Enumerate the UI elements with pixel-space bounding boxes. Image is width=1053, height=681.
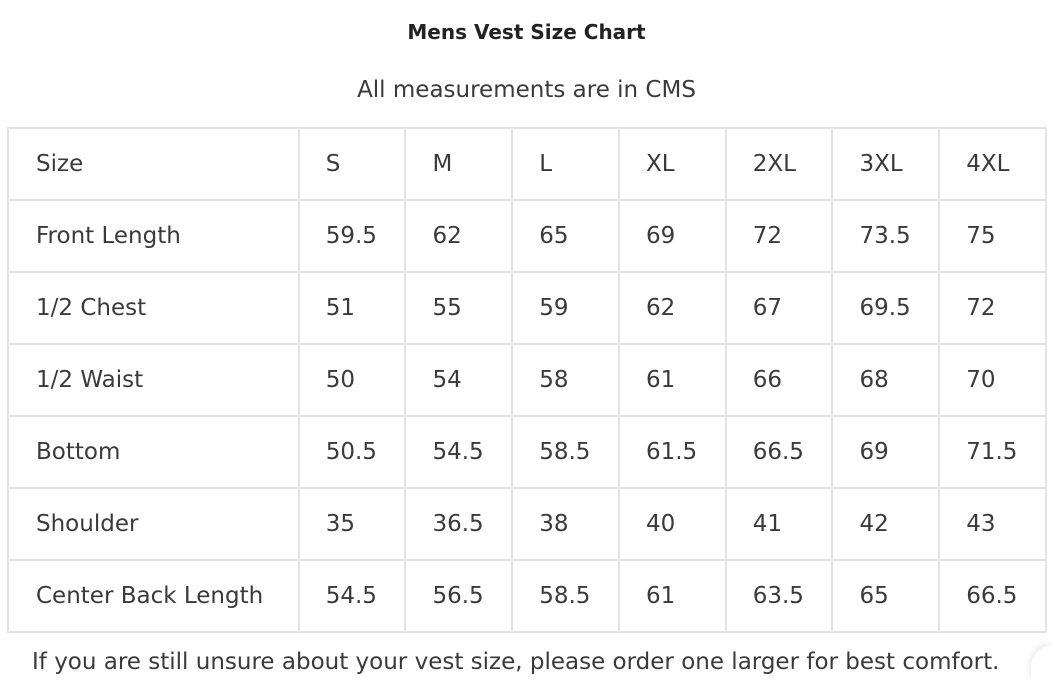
table-cell: 54.5 <box>297 559 407 633</box>
table-cell: 69 <box>831 415 941 489</box>
table-cell: 56.5 <box>404 559 514 633</box>
table-cell: 50.5 <box>297 415 407 489</box>
row-label-cell: Front Length <box>7 199 300 273</box>
table-cell: 55 <box>404 271 514 345</box>
table-cell: 61 <box>617 559 727 633</box>
row-label-cell: 1/2 Chest <box>7 271 300 345</box>
chat-widget-edge[interactable] <box>1031 645 1053 681</box>
table-cell: 71.5 <box>938 415 1047 489</box>
page-title: Mens Vest Size Chart <box>407 20 646 44</box>
table-cell: 72 <box>724 199 834 273</box>
table-cell: 54 <box>404 343 514 417</box>
table-cell: 41 <box>724 487 834 561</box>
row-label-cell: Bottom <box>7 415 300 489</box>
table-cell: 62 <box>404 199 514 273</box>
row-label-cell: Shoulder <box>7 487 300 561</box>
table-cell: XL <box>617 127 727 201</box>
table-cell: 61.5 <box>617 415 727 489</box>
table-row: 1/2 Chest 51 55 59 62 67 69.5 72 <box>7 271 1047 345</box>
row-label-cell: Center Back Length <box>7 559 300 633</box>
table-cell: 62 <box>617 271 727 345</box>
table-cell: 66.5 <box>724 415 834 489</box>
table-cell: 35 <box>297 487 407 561</box>
page-subtitle: All measurements are in CMS <box>357 77 696 103</box>
table-header-row: Size S M L XL 2XL 3XL 4XL <box>7 127 1047 201</box>
table-cell: 72 <box>938 271 1047 345</box>
table-cell: 69 <box>617 199 727 273</box>
row-label-cell: 1/2 Waist <box>7 343 300 417</box>
table-cell: 43 <box>938 487 1047 561</box>
table-row: 1/2 Waist 50 54 58 61 66 68 70 <box>7 343 1047 417</box>
table-cell: 58.5 <box>511 415 620 489</box>
table-cell: 3XL <box>831 127 941 201</box>
table-cell: 58 <box>511 343 620 417</box>
size-chart-table: Size S M L XL 2XL 3XL 4XL Front Length 59.5 62 65 69… <box>7 127 1047 633</box>
table-cell: 65 <box>511 199 620 273</box>
table-cell: 63.5 <box>724 559 834 633</box>
table-cell: 50 <box>297 343 407 417</box>
table-row: Front Length 59.5 62 65 69 72 73.5 75 <box>7 199 1047 273</box>
table-row: Bottom 50.5 54.5 58.5 61.5 66.5 69 71.5 <box>7 415 1047 489</box>
row-label-cell: Size <box>7 127 300 201</box>
table-cell: 36.5 <box>404 487 514 561</box>
table-row: Shoulder 35 36.5 38 40 41 42 43 <box>7 487 1047 561</box>
table-cell: 66.5 <box>938 559 1047 633</box>
table-cell: 38 <box>511 487 620 561</box>
table-cell: 4XL <box>938 127 1047 201</box>
table-cell: 68 <box>831 343 941 417</box>
table-cell: 59 <box>511 271 620 345</box>
table-cell: 67 <box>724 271 834 345</box>
table-cell: 66 <box>724 343 834 417</box>
table-cell: S <box>297 127 407 201</box>
table-cell: L <box>511 127 620 201</box>
table-cell: 70 <box>938 343 1047 417</box>
table-cell: 69.5 <box>831 271 941 345</box>
table-cell: 2XL <box>724 127 834 201</box>
table-cell: 73.5 <box>831 199 941 273</box>
table-cell: 51 <box>297 271 407 345</box>
table-cell: 54.5 <box>404 415 514 489</box>
table-cell: 75 <box>938 199 1047 273</box>
table-cell: 42 <box>831 487 941 561</box>
sizing-note: If you are still unsure about your vest … <box>32 649 1000 675</box>
table-cell: 59.5 <box>297 199 407 273</box>
table-cell: 40 <box>617 487 727 561</box>
table-cell: 58.5 <box>511 559 620 633</box>
table-cell: M <box>404 127 514 201</box>
table-cell: 65 <box>831 559 941 633</box>
table-row: Center Back Length 54.5 56.5 58.5 61 63.5 65 66… <box>7 559 1047 633</box>
table-cell: 61 <box>617 343 727 417</box>
